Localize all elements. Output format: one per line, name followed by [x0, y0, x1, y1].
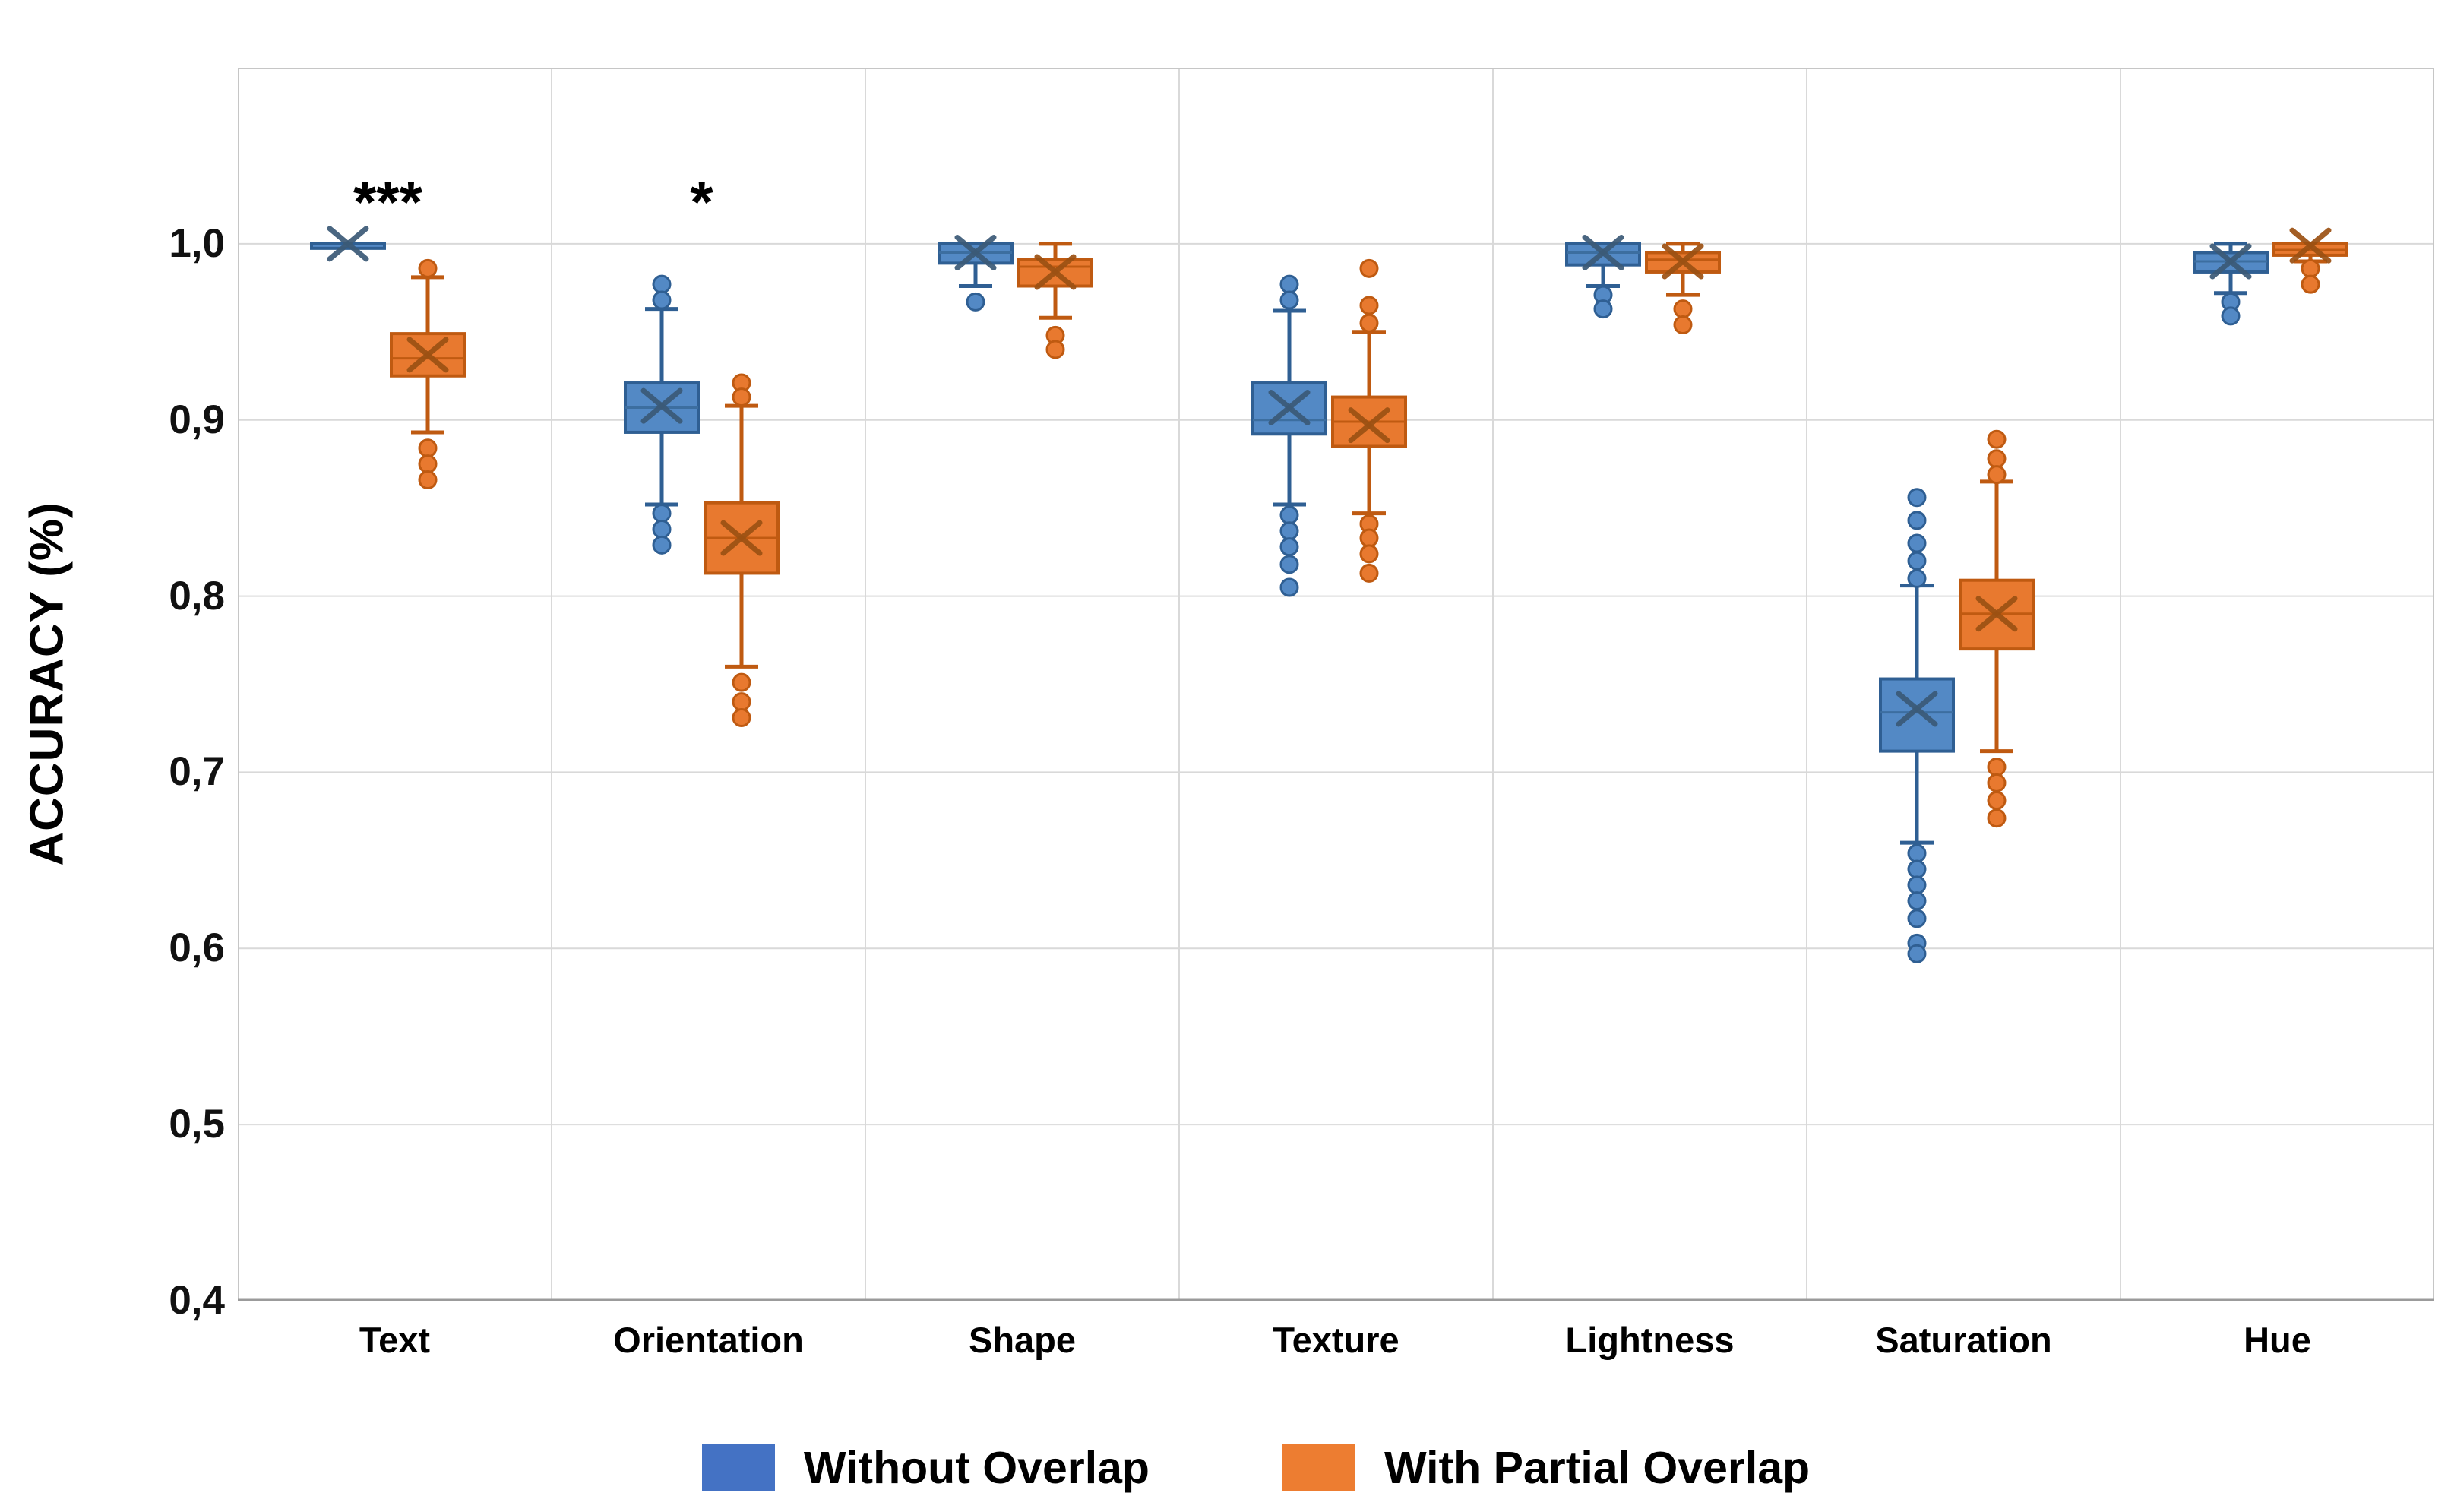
x-category-label: Texture — [1273, 1320, 1399, 1360]
significance-annotation: * — [690, 168, 713, 235]
y-axis-title: ACCURACY (%) — [21, 501, 74, 866]
outlier-dot-hue-blue — [2221, 306, 2241, 326]
outlier-dot-text-orange — [418, 258, 438, 278]
y-tick-label: 0,4 — [169, 1278, 225, 1323]
mean-x-marker-saturation-orange — [1975, 596, 2018, 632]
y-tick-label: 0,5 — [169, 1102, 225, 1147]
outlier-dot-text-orange — [418, 470, 438, 490]
outlier-dot-saturation-blue — [1907, 891, 1927, 911]
outlier-dot-text-orange — [418, 454, 438, 474]
chart-legend: Without Overlap With Partial Overlap — [30, 1442, 2451, 1494]
mean-x-marker-hue-blue — [2209, 243, 2252, 280]
outlier-dot-texture-blue — [1279, 521, 1299, 541]
mean-x-marker-shape-orange — [1034, 254, 1077, 290]
outlier-dot-orientation-orange — [732, 708, 751, 728]
outlier-dot-texture-blue — [1279, 274, 1299, 294]
outlier-dot-texture-blue — [1279, 505, 1299, 525]
box-saturation-blue — [1879, 677, 1955, 753]
legend-swatch-orange — [1282, 1444, 1355, 1491]
mean-x-marker-lightness-orange — [1662, 243, 1704, 280]
outlier-dot-texture-orange — [1359, 313, 1379, 333]
outlier-dot-saturation-orange — [1987, 449, 2007, 469]
outlier-dot-orientation-blue — [652, 535, 672, 555]
outlier-dot-texture-orange — [1359, 296, 1379, 315]
x-category-label: Hue — [2244, 1320, 2311, 1360]
legend-item-without-overlap: Without Overlap — [701, 1442, 1150, 1494]
plot-border — [238, 68, 2434, 1301]
mean-x-marker-texture-orange — [1348, 407, 1390, 444]
y-tick-label: 1,0 — [169, 220, 225, 266]
mean-x-marker-hue-orange — [2289, 227, 2332, 264]
legend-label: With Partial Overlap — [1384, 1443, 1811, 1493]
mean-x-marker-orientation-orange — [720, 520, 763, 556]
outlier-dot-texture-orange — [1359, 563, 1379, 583]
outlier-dot-texture-blue — [1279, 555, 1299, 574]
outlier-dot-saturation-orange — [1987, 791, 2007, 811]
plot-area: *** * — [238, 68, 2434, 1301]
outlier-dot-texture-blue — [1279, 577, 1299, 597]
outlier-dot-lightness-orange — [1673, 315, 1693, 335]
mean-x-marker-lightness-blue — [1582, 234, 1624, 270]
mean-x-marker-text-blue — [327, 226, 369, 262]
outlier-dot-orientation-orange — [732, 387, 751, 407]
outlier-dot-saturation-blue — [1907, 568, 1927, 588]
boxplot-canvas: *** * — [238, 68, 2434, 1301]
outlier-dot-orientation-blue — [652, 519, 672, 539]
mean-x-marker-shape-blue — [954, 234, 997, 270]
x-category-label: Lightness — [1565, 1320, 1735, 1360]
x-category-label: Text — [359, 1320, 431, 1360]
outlier-dot-saturation-blue — [1907, 909, 1927, 928]
outlier-dot-saturation-blue — [1907, 533, 1927, 553]
outlier-dot-saturation-blue — [1907, 551, 1927, 571]
outlier-dot-text-orange — [418, 438, 438, 458]
outlier-dot-saturation-blue — [1907, 843, 1927, 863]
y-tick-label: 0,7 — [169, 749, 225, 795]
outlier-dot-saturation-orange — [1987, 773, 2007, 792]
significance-annotation: *** — [353, 168, 423, 235]
outlier-dot-shape-orange — [1045, 340, 1065, 359]
outlier-dot-hue-orange — [2301, 258, 2320, 278]
outlier-dot-texture-orange — [1359, 528, 1379, 548]
outlier-dot-saturation-blue — [1907, 859, 1927, 879]
y-tick-label: 0,9 — [169, 397, 225, 442]
x-category-label: Shape — [968, 1320, 1077, 1360]
outlier-dot-saturation-orange — [1987, 465, 2007, 485]
outlier-dot-orientation-blue — [652, 290, 672, 310]
outlier-dot-shape-blue — [966, 292, 985, 312]
outlier-dot-orientation-orange — [732, 692, 751, 712]
outlier-dot-texture-orange — [1359, 544, 1379, 564]
outlier-dot-lightness-blue — [1593, 299, 1613, 319]
y-tick-label: 0,8 — [169, 573, 225, 618]
outlier-dot-texture-blue — [1279, 537, 1299, 557]
legend-label: Without Overlap — [803, 1443, 1150, 1493]
outlier-dot-orientation-blue — [652, 504, 672, 524]
outlier-dot-orientation-orange — [732, 672, 751, 692]
outlier-dot-texture-blue — [1279, 290, 1299, 310]
mean-x-marker-text-orange — [406, 337, 449, 373]
outlier-dot-saturation-blue — [1907, 944, 1927, 963]
outlier-dot-saturation-blue — [1907, 511, 1927, 530]
outlier-dot-orientation-blue — [652, 274, 672, 294]
mean-x-marker-texture-blue — [1268, 389, 1311, 425]
mean-x-marker-saturation-blue — [1896, 691, 1938, 727]
outlier-dot-saturation-orange — [1987, 429, 2007, 449]
legend-item-with-partial-overlap: With Partial Overlap — [1282, 1442, 1810, 1494]
outlier-dot-texture-orange — [1359, 258, 1379, 278]
outlier-dot-saturation-blue — [1907, 488, 1927, 508]
x-category-label: Saturation — [1875, 1320, 2052, 1360]
y-tick-label: 0,6 — [169, 925, 225, 971]
outlier-dot-hue-orange — [2301, 274, 2320, 294]
box-lightness-orange — [1645, 251, 1721, 274]
outlier-dot-saturation-orange — [1987, 757, 2007, 777]
mean-x-marker-orientation-blue — [640, 387, 683, 424]
outlier-dot-saturation-orange — [1987, 808, 2007, 828]
outlier-dot-lightness-orange — [1673, 299, 1693, 319]
x-category-label: Orientation — [613, 1320, 804, 1360]
legend-swatch-blue — [701, 1444, 775, 1491]
outlier-dot-saturation-blue — [1907, 875, 1927, 895]
